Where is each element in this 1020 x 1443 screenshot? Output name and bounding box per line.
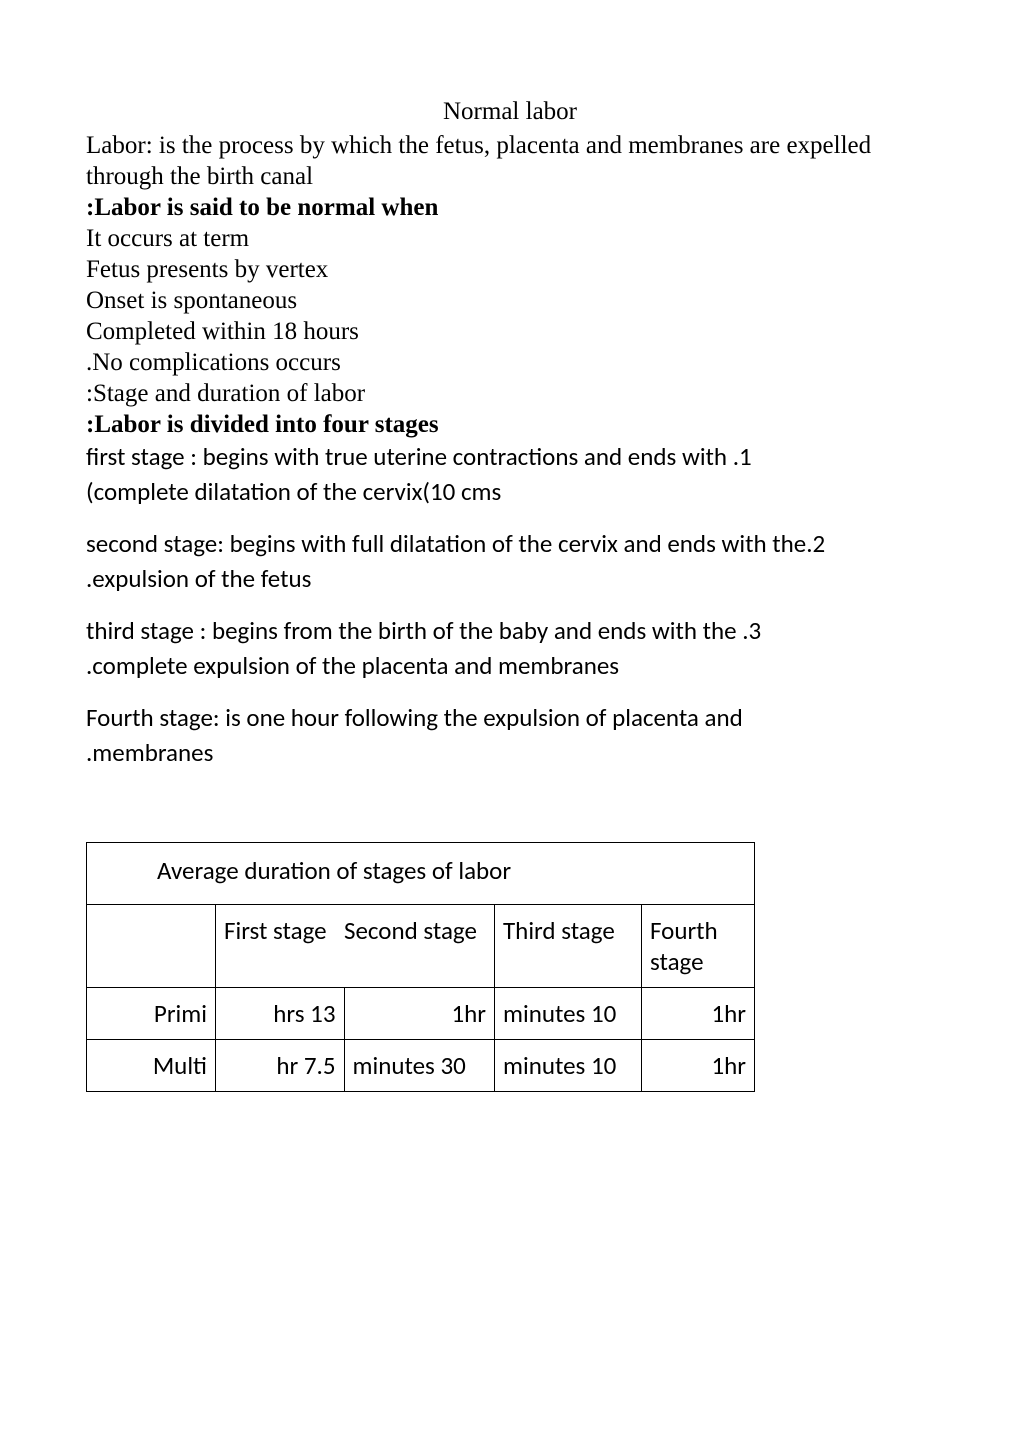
row-label-primi: Primi [87, 988, 216, 1040]
intro-line-2: through the birth canal [86, 163, 313, 190]
table-header-blank [87, 905, 216, 988]
table-caption: Average duration of stages of labor [87, 843, 755, 905]
table-row: Primi hrs 13 1hr minutes 10 1hr [87, 988, 755, 1040]
spacer [86, 509, 934, 527]
criteria-item: It occurs at term [86, 225, 249, 252]
primi-first-stage: hrs 13 [216, 988, 345, 1040]
stage-2-line-2: .expulsion of the fetus [86, 563, 311, 594]
table-row: Multi hr 7.5 minutes 30 minutes 10 1hr [87, 1040, 755, 1092]
spacer [86, 770, 934, 806]
normal-when-heading: :Labor is said to be normal when [86, 192, 934, 223]
duration-table: Average duration of stages of labor Firs… [86, 842, 755, 1092]
table-header-row: First stage Second stage Third stage Fou… [87, 905, 755, 988]
stage-4-line-2: .membranes [86, 737, 213, 768]
stages-heading: :Labor is divided into four stages [86, 409, 934, 440]
duration-table-wrap: Average duration of stages of labor Firs… [86, 842, 934, 1092]
spacer [86, 806, 934, 824]
spacer [86, 596, 934, 614]
multi-fourth-stage: 1hr [642, 1040, 755, 1092]
stage-1-line-1: first stage : begins with true uterine c… [86, 441, 752, 472]
table-header-fourth-stage: Fourth stage [642, 905, 755, 988]
fourth-stage-label-line1: Fourth [650, 915, 718, 946]
table-header-third-stage: Third stage [495, 905, 642, 988]
stage-4-paragraph: Fourth stage: is one hour following the … [86, 701, 934, 770]
stage-2-line-1: second stage: begins with full dilatatio… [86, 528, 825, 559]
page: Normal labor Labor: is the process by wh… [0, 0, 1020, 1443]
spacer [86, 683, 934, 701]
table-caption-row: Average duration of stages of labor [87, 843, 755, 905]
page-title: Normal labor [86, 98, 934, 126]
stage-1-line-2: (complete dilatation of the cervix(10 cm… [86, 476, 501, 507]
stage-2-paragraph: second stage: begins with full dilatatio… [86, 527, 934, 596]
criteria-item: Completed within 18 hours [86, 318, 359, 345]
table-header-first-stage: First stage [216, 905, 345, 988]
stage-3-line-2: .complete expulsion of the placenta and … [86, 650, 619, 681]
criteria-list: It occurs at term Fetus presents by vert… [86, 223, 934, 409]
row-label-multi: Multi [87, 1040, 216, 1092]
criteria-item: :Stage and duration of labor [86, 380, 365, 407]
stage-1-paragraph: first stage : begins with true uterine c… [86, 440, 934, 509]
intro-paragraph: Labor: is the process by which the fetus… [86, 130, 934, 192]
multi-third-stage: minutes 10 [495, 1040, 642, 1092]
primi-third-stage: minutes 10 [495, 988, 642, 1040]
stage-3-line-1: third stage : begins from the birth of t… [86, 615, 761, 646]
intro-line-1: Labor: is the process by which the fetus… [86, 132, 871, 159]
criteria-item: Fetus presents by vertex [86, 256, 328, 283]
fourth-stage-label-line2: stage [650, 946, 704, 977]
primi-second-stage: 1hr [344, 988, 495, 1040]
multi-second-stage: minutes 30 [344, 1040, 495, 1092]
table-header-second-stage: Second stage [344, 905, 495, 988]
primi-fourth-stage: 1hr [642, 988, 755, 1040]
criteria-item: .No complications occurs [86, 349, 341, 376]
stage-3-paragraph: third stage : begins from the birth of t… [86, 614, 934, 683]
multi-first-stage: hr 7.5 [216, 1040, 345, 1092]
stage-4-line-1: Fourth stage: is one hour following the … [86, 702, 743, 733]
criteria-item: Onset is spontaneous [86, 287, 297, 314]
